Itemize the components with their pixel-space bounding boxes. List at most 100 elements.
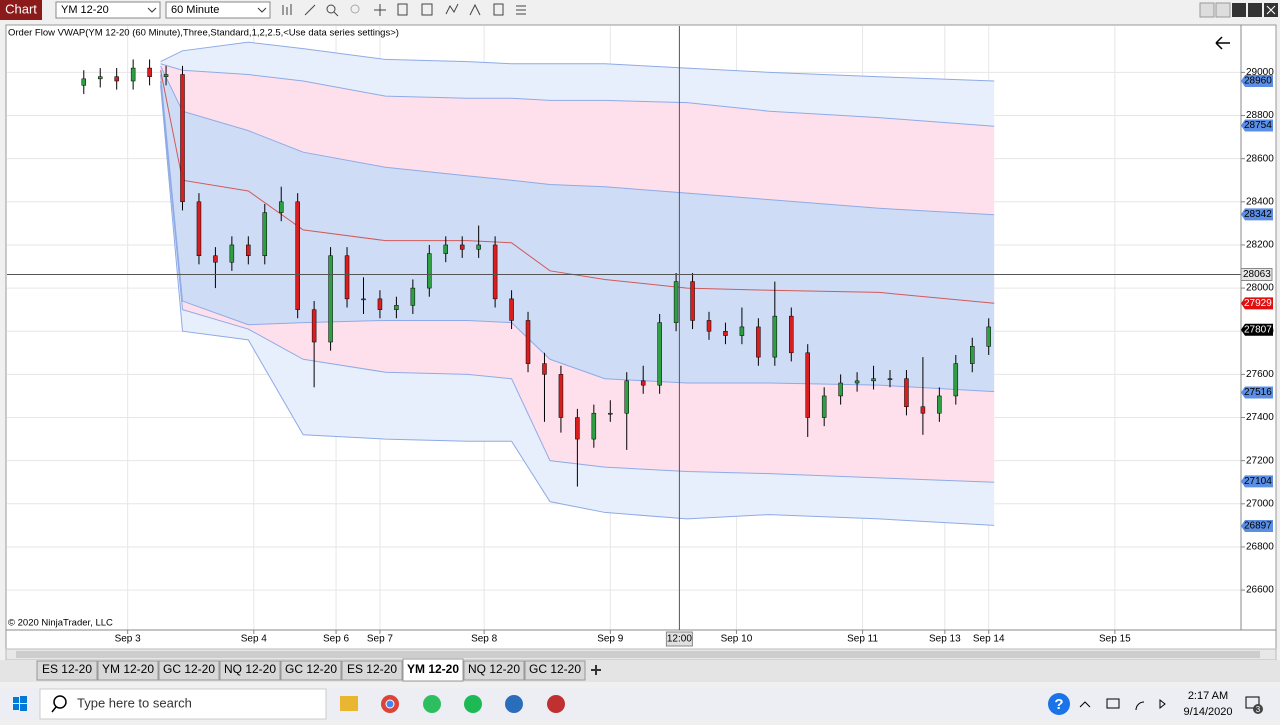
candle-body: [229, 244, 235, 263]
candle-body: [805, 352, 810, 418]
y-tick-label: 27000: [1246, 498, 1274, 509]
band-fill: [160, 42, 995, 127]
help-icon[interactable]: [1048, 693, 1070, 715]
back-arrow[interactable]: [1215, 36, 1230, 50]
candle-body: [394, 305, 399, 310]
interval-select[interactable]: [165, 1, 271, 19]
tab[interactable]: [36, 660, 98, 681]
band-fill: [160, 65, 995, 392]
candle-body: [575, 417, 580, 440]
search-icon: [51, 706, 57, 713]
tab[interactable]: [219, 660, 281, 681]
search-box[interactable]: [39, 688, 327, 720]
tray-chevron[interactable]: [1079, 701, 1091, 708]
tab[interactable]: [158, 660, 220, 681]
search-icon: [53, 695, 67, 709]
copyright: © 2020 NinjaTrader, LLC: [8, 618, 113, 629]
candle-body: [97, 76, 103, 80]
candle-body: [920, 406, 926, 414]
candle-body: [871, 378, 876, 382]
x-tick-label: Sep 10: [721, 634, 753, 645]
x-tick-label: Sep 11: [847, 634, 878, 645]
x-tick-label: Sep 13: [929, 634, 961, 645]
y-tick-label: 28400: [1246, 196, 1274, 207]
scroll-thumb[interactable]: [16, 651, 1260, 658]
candle-body: [81, 78, 87, 86]
plot-area: [7, 26, 1241, 630]
x-tick-label: Sep 9: [597, 634, 624, 645]
candle-body: [262, 212, 268, 256]
tab-label: GC 12-20: [163, 662, 215, 676]
price-marker: [1241, 297, 1273, 310]
candle-body: [838, 382, 843, 397]
candle-body: [278, 201, 284, 213]
y-tick-label: 26600: [1246, 585, 1274, 596]
add-tab[interactable]: [591, 665, 601, 675]
tab-label: GC 12-20: [529, 662, 581, 676]
y-tick-label: 28600: [1246, 153, 1274, 164]
candle-body: [443, 244, 449, 254]
candle-body: [723, 330, 728, 336]
x-tick-label: Sep 3: [115, 634, 142, 645]
search-placeholder: Type here to search: [77, 695, 192, 710]
candle-body: [163, 74, 169, 77]
candle-body: [673, 281, 679, 323]
x-tick-label: Sep 6: [323, 634, 350, 645]
notification-icon[interactable]: [1245, 696, 1260, 709]
candle-body: [344, 255, 350, 300]
price-marker: [1241, 323, 1273, 336]
tab-label: NQ 12-20: [224, 662, 276, 676]
tab-label: GC 12-20: [285, 662, 337, 676]
candle-body: [657, 322, 662, 386]
interval-text: 60 Minute: [171, 4, 219, 16]
dropdown-arrow: [147, 7, 157, 13]
candle-body: [492, 244, 498, 300]
candle-body: [640, 380, 646, 386]
candle-body: [821, 395, 827, 418]
candle-body: [410, 287, 416, 306]
window-controls[interactable]: [1199, 2, 1278, 18]
start-button[interactable]: [13, 696, 27, 711]
tab[interactable]: [97, 660, 159, 681]
crosshair-y-label: 28063: [1243, 269, 1271, 280]
y-tick-label: 27200: [1246, 455, 1274, 466]
toolbar-icons[interactable]: [282, 3, 526, 17]
price-marker-label: 27929: [1244, 298, 1272, 309]
tab[interactable]: [463, 660, 525, 681]
tab-label: ES 12-20: [42, 662, 92, 676]
tab-label: YM 12-20: [102, 662, 154, 676]
tab[interactable]: [524, 660, 586, 681]
band-line: [160, 65, 995, 216]
clock-date: 9/14/2020: [1184, 706, 1233, 718]
price-marker-label: 28342: [1244, 209, 1272, 220]
candle-body: [361, 298, 366, 301]
help-glyph: ?: [1054, 696, 1063, 713]
tab[interactable]: [280, 660, 342, 681]
notification-badge: [1253, 704, 1263, 714]
candle-body: [937, 395, 942, 414]
crosshair-x-badge: [665, 631, 693, 647]
band-fill: [160, 81, 995, 526]
band-line: [160, 70, 995, 304]
candle-body: [509, 298, 514, 321]
candle-body: [476, 244, 481, 250]
price-marker-label: 27104: [1244, 476, 1272, 487]
candle-body: [114, 76, 119, 82]
candle-body: [986, 326, 991, 347]
price-marker-label: 28754: [1244, 120, 1272, 131]
instrument-text: YM 12-20: [61, 4, 109, 16]
candle-body: [542, 363, 547, 375]
tab[interactable]: [402, 658, 464, 682]
y-tick-label: 28200: [1246, 240, 1274, 251]
tray-icons[interactable]: [1106, 698, 1166, 711]
candle-body: [608, 412, 613, 415]
candle-body: [246, 244, 251, 256]
taskbar-apps[interactable]: [340, 695, 565, 713]
instrument-select[interactable]: [55, 1, 161, 19]
dropdown-arrow: [257, 7, 267, 13]
price-marker: [1241, 475, 1273, 488]
price-marker-label: 26897: [1244, 521, 1272, 532]
tab[interactable]: [341, 660, 403, 681]
